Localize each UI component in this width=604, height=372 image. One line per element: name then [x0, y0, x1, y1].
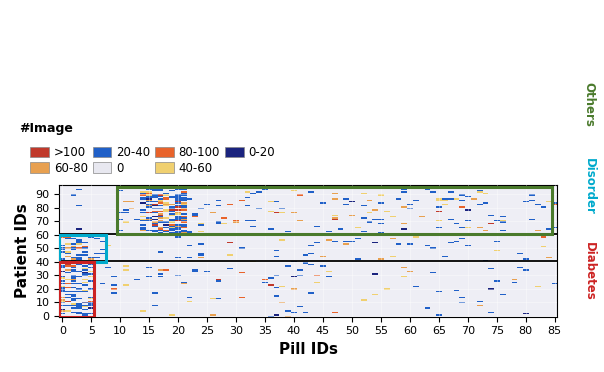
X-axis label: Pill IDs: Pill IDs — [279, 342, 338, 357]
Bar — [59, 263, 94, 317]
Bar — [59, 235, 106, 263]
Text: Diabetes: Diabetes — [582, 242, 596, 301]
Text: Others: Others — [582, 82, 596, 126]
Text: #Image: #Image — [19, 122, 74, 135]
Text: Disorder: Disorder — [582, 158, 596, 214]
Y-axis label: Patient IDs: Patient IDs — [15, 203, 30, 298]
Bar — [117, 187, 551, 234]
Legend: >100, 60-80, 20-40, 0, 80-100, 40-60, 0-20, : >100, 60-80, 20-40, 0, 80-100, 40-60, 0-… — [25, 141, 280, 180]
